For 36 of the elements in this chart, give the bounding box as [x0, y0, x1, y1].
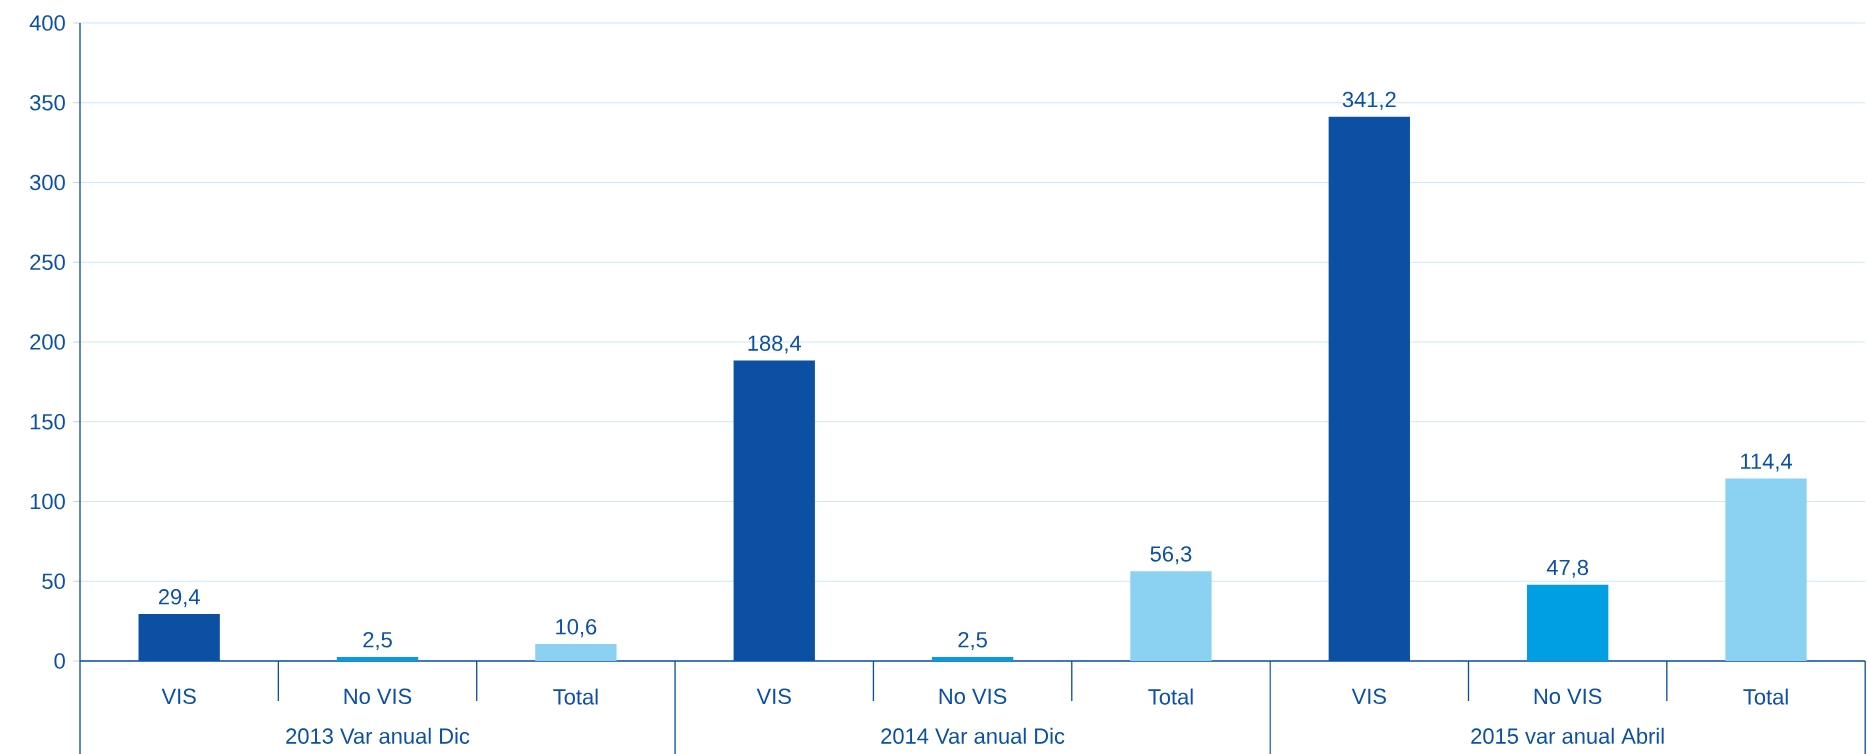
x-tick-label: No VIS: [939, 688, 1007, 705]
x-tick-label: No VIS: [1534, 688, 1602, 705]
x-tick-label: Total: [553, 688, 598, 705]
bar: [1527, 584, 1609, 661]
text: 2015 var anual Abril: [1471, 727, 1664, 744]
x-tick-label: VIS: [1351, 688, 1386, 705]
data-label: 10,6: [556, 619, 597, 638]
data-label: 188,4: [748, 335, 802, 354]
bar: [535, 644, 617, 661]
y-tick-label: 300: [30, 174, 65, 191]
text: 2014 Var anual Dic: [881, 727, 1065, 744]
bar: [931, 657, 1014, 661]
data-label: 47,8: [1546, 559, 1589, 578]
x-tick-label: VIS: [161, 688, 196, 705]
x-tick-label: Total: [1743, 688, 1788, 705]
y-tick-label: 50: [42, 573, 65, 589]
data-label: 341,2: [1342, 91, 1396, 110]
y-tick-label: 150: [30, 413, 65, 430]
data-label: 2,5: [363, 631, 392, 651]
y-tick-label: 350: [30, 94, 65, 111]
x-tick-label: No VIS: [344, 688, 412, 705]
y-tick-label: 0: [54, 653, 65, 669]
bar: [1130, 571, 1212, 661]
y-tick-label: 400: [29, 15, 65, 31]
text: 2013 Var anual Dic: [286, 727, 470, 744]
y-tick-label: 200: [30, 334, 65, 350]
bar: [1725, 478, 1807, 661]
data-label: 114,4: [1741, 453, 1792, 472]
data-label: 29,4: [158, 589, 200, 608]
x-tick-label: VIS: [756, 688, 791, 705]
y-tick-label: 250: [30, 254, 65, 270]
data-label: 2,5: [958, 631, 987, 651]
bar: [336, 657, 419, 661]
y-tick-label: 100: [30, 493, 65, 510]
data-label: 56,3: [1150, 546, 1192, 565]
x-tick-label: Total: [1148, 688, 1193, 705]
